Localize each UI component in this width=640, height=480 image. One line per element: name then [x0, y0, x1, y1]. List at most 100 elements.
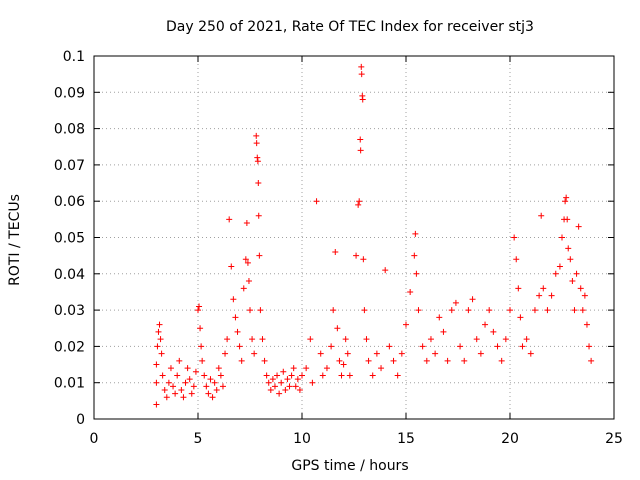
data-point	[278, 379, 285, 386]
data-point	[167, 365, 174, 372]
data-point	[228, 263, 235, 270]
data-point	[527, 350, 534, 357]
data-point	[178, 386, 185, 393]
data-point	[261, 357, 268, 364]
x-tick-label: 15	[397, 431, 415, 447]
data-points	[153, 63, 595, 408]
data-point	[224, 336, 231, 343]
x-axis-label: GPS time / hours	[291, 458, 408, 474]
data-point	[473, 336, 480, 343]
data-point	[398, 350, 405, 357]
data-point	[423, 357, 430, 364]
data-point	[257, 307, 264, 314]
data-point	[186, 376, 193, 383]
data-point	[373, 350, 380, 357]
data-point	[153, 401, 160, 408]
data-point	[378, 365, 385, 372]
data-point	[203, 383, 210, 390]
data-point	[519, 343, 526, 350]
data-point	[159, 372, 166, 379]
data-point	[363, 336, 370, 343]
data-point	[217, 372, 224, 379]
data-point	[569, 278, 576, 285]
data-point	[403, 321, 409, 328]
data-point	[190, 383, 197, 390]
data-point	[222, 350, 229, 357]
data-point	[386, 343, 393, 350]
y-tick-label: 0.08	[54, 122, 85, 138]
data-point	[244, 259, 251, 266]
data-point	[415, 307, 422, 314]
y-tick-label: 0.03	[54, 303, 85, 319]
data-point	[365, 357, 372, 364]
data-point	[577, 285, 584, 292]
data-point	[267, 386, 274, 393]
data-point	[334, 325, 341, 332]
data-point	[358, 63, 365, 70]
data-point	[256, 252, 263, 259]
data-point	[353, 252, 360, 259]
data-point	[269, 376, 276, 383]
y-axis-label: ROTI / TECUs	[7, 194, 23, 286]
data-point	[172, 390, 179, 397]
data-point	[276, 390, 283, 397]
data-point	[482, 321, 489, 328]
data-point	[253, 140, 260, 147]
data-point	[230, 296, 237, 303]
data-point	[243, 219, 250, 226]
data-point	[336, 357, 343, 364]
data-point	[294, 376, 301, 383]
data-point	[498, 357, 505, 364]
data-point	[158, 350, 165, 357]
data-point	[359, 96, 366, 103]
data-point	[154, 343, 161, 350]
data-point	[588, 357, 595, 364]
data-point	[201, 372, 208, 379]
data-point	[477, 350, 484, 357]
y-tick-labels: 0 0.01 0.02 0.03 0.04 0.05 0.06 0.07 0.08 0.09 0.1	[54, 49, 85, 428]
data-point	[296, 386, 303, 393]
data-point	[234, 328, 241, 335]
data-point	[355, 201, 362, 208]
data-point	[340, 361, 347, 368]
data-point	[205, 390, 212, 397]
data-point	[242, 256, 249, 263]
data-point	[563, 194, 570, 201]
data-point	[536, 292, 543, 299]
data-point	[513, 256, 520, 263]
data-point	[328, 343, 335, 350]
x-tick-labels: 0 5 10 15 20 25	[90, 431, 623, 447]
data-point	[436, 314, 443, 321]
data-point	[254, 154, 261, 161]
data-point	[332, 249, 339, 256]
data-point	[198, 343, 205, 350]
data-point	[564, 216, 571, 223]
data-point	[170, 383, 177, 390]
data-point	[290, 365, 297, 372]
grid	[94, 56, 614, 419]
x-tick-label: 20	[501, 431, 519, 447]
data-point	[299, 372, 305, 379]
data-point	[274, 372, 281, 379]
data-point	[284, 376, 291, 383]
y-tick-label: 0.04	[54, 267, 85, 283]
data-point	[486, 307, 493, 314]
data-point	[382, 267, 389, 274]
data-point	[356, 198, 363, 205]
data-point	[240, 285, 247, 292]
data-point	[559, 234, 565, 241]
data-point	[581, 292, 588, 299]
data-point	[490, 328, 497, 335]
data-point	[165, 379, 172, 386]
data-point	[531, 307, 538, 314]
data-point	[317, 350, 324, 357]
data-point	[465, 307, 472, 314]
data-point	[390, 357, 397, 364]
data-point	[427, 336, 434, 343]
data-point	[249, 336, 256, 343]
data-point	[157, 336, 164, 343]
data-point	[174, 372, 181, 379]
data-point	[419, 343, 426, 350]
data-point	[188, 390, 195, 397]
